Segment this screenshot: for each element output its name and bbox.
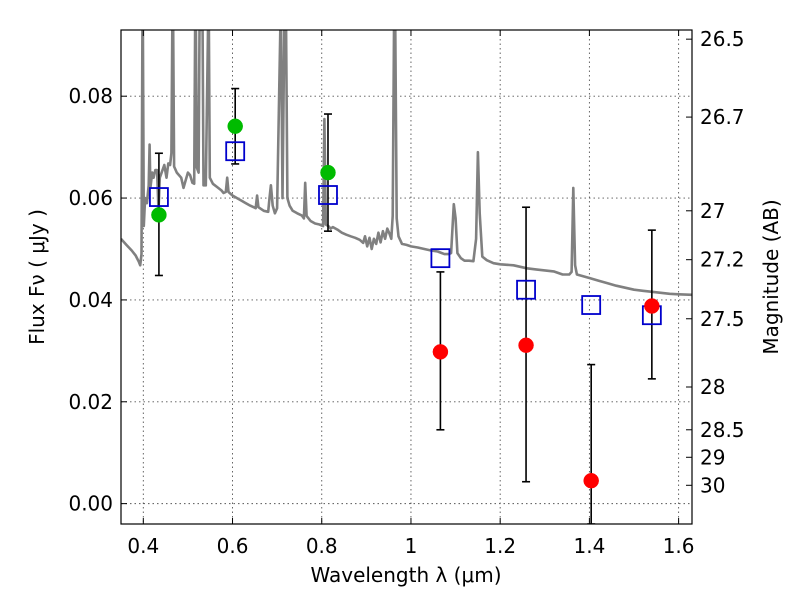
y-tick-label: 0.06 bbox=[68, 186, 113, 210]
plot-background bbox=[121, 30, 692, 524]
plot-frame bbox=[120, 29, 693, 525]
right-tick-label: 27.2 bbox=[700, 248, 745, 272]
spectrum-line bbox=[121, 30, 692, 297]
observed-point bbox=[151, 207, 167, 223]
y-tick-label: 0.08 bbox=[68, 84, 113, 108]
x-tick-label: 1.6 bbox=[663, 534, 695, 558]
right-tick-label: 30 bbox=[700, 473, 725, 497]
observed-point bbox=[320, 164, 336, 181]
right-tick-label: 26.7 bbox=[700, 105, 745, 129]
y-tick-label: 0.04 bbox=[68, 288, 113, 312]
observed-point bbox=[583, 472, 599, 489]
x-tick-label: 0.6 bbox=[217, 534, 249, 558]
model-square-point bbox=[149, 187, 169, 207]
observed-point bbox=[432, 344, 449, 360]
spectrum-layer bbox=[121, 30, 692, 297]
y-tick-label: 0.02 bbox=[68, 390, 113, 414]
axis-ticks: 0.4 0.6 0.8 1 1.2 1.4 1.6 0.00 0.02 0.04 0.06 0.08 2… bbox=[68, 27, 744, 558]
right-tick-label: 28 bbox=[700, 375, 725, 399]
marker-layer bbox=[149, 118, 662, 489]
x-tick-label: 0.8 bbox=[306, 534, 338, 558]
observed-point bbox=[227, 118, 243, 135]
y-tick-label: 0.00 bbox=[68, 492, 113, 516]
model-square-point bbox=[581, 295, 602, 315]
right-tick-label: 27 bbox=[700, 199, 725, 223]
x-tick-label: 1.2 bbox=[484, 534, 516, 558]
x-tick-label: 1 bbox=[405, 534, 418, 558]
x-tick-label: 1.4 bbox=[573, 534, 605, 558]
model-square-point bbox=[516, 279, 536, 300]
right-tick-label: 28.5 bbox=[700, 418, 745, 442]
right-tick-label: 26.5 bbox=[700, 27, 745, 51]
right-tick-label: 29 bbox=[700, 445, 725, 469]
y-axis-title: Flux Fν ( μJy ) bbox=[25, 209, 49, 345]
model-square-point bbox=[318, 185, 338, 205]
model-square-point bbox=[430, 248, 451, 269]
observed-point bbox=[518, 337, 534, 353]
right-tick-label: 27.5 bbox=[700, 307, 745, 331]
x-axis-title: Wavelength λ (μm) bbox=[310, 563, 501, 587]
model-square-point bbox=[225, 141, 246, 162]
observed-point bbox=[644, 298, 660, 314]
right-axis-title: Magnitude (AB) bbox=[759, 199, 783, 354]
x-tick-label: 0.4 bbox=[127, 534, 159, 558]
